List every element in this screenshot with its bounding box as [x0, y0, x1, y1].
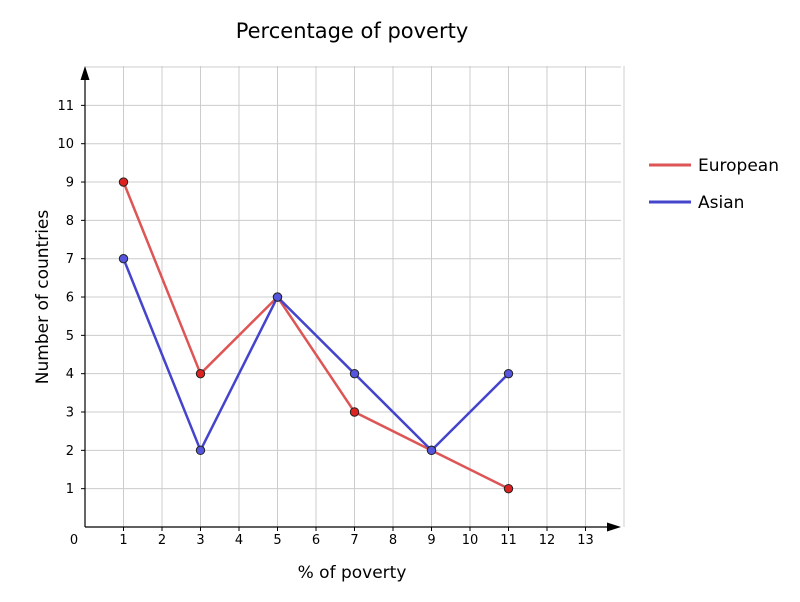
data-point-asian	[272, 292, 283, 302]
data-point-asian	[349, 368, 360, 379]
data-point-european	[503, 483, 514, 494]
x-tick-label: 2	[158, 533, 166, 548]
axes	[80, 66, 621, 532]
series-line-asian	[122, 258, 510, 452]
data-point-european	[195, 368, 206, 379]
x-tick-label: 8	[389, 533, 397, 548]
data-point-european	[118, 177, 129, 187]
y-tick-label: 10	[57, 137, 74, 152]
y-axis-label: Number of countries	[33, 210, 53, 385]
series-line-european	[122, 181, 510, 490]
y-tick-label: 6	[66, 291, 74, 306]
legend-label-asian: Asian	[698, 193, 744, 213]
y-tick-label: 8	[66, 214, 74, 229]
x-tick-label: 10	[462, 533, 479, 548]
series-layer	[118, 177, 514, 494]
legend-label-european: European	[698, 156, 779, 176]
x-tick-label: 1	[119, 533, 127, 548]
y-tick-label: 4	[66, 367, 74, 382]
y-tick-label: 9	[66, 176, 74, 191]
origin-tick-label: 0	[70, 533, 78, 548]
x-axis-arrow	[607, 522, 621, 532]
x-axis-label: % of poverty	[298, 563, 407, 583]
x-tick-label: 12	[539, 533, 556, 548]
x-tick-label: 7	[350, 533, 358, 548]
series-markers	[118, 177, 514, 494]
x-tick-label: 13	[577, 533, 594, 548]
data-point-asian	[426, 445, 437, 456]
x-tick-label: 6	[312, 533, 320, 548]
y-tick-labels: 1 2 3 4 5 6 7 8 9 10 11	[57, 99, 74, 497]
data-point-asian	[503, 368, 514, 379]
x-tick-label: 9	[427, 533, 435, 548]
y-axis-arrow	[80, 66, 90, 80]
x-tick-label: 11	[500, 533, 517, 548]
x-tick-label: 4	[235, 533, 243, 548]
y-tick-label: 11	[57, 99, 74, 114]
chart-title: Percentage of poverty	[236, 19, 469, 43]
y-tick-label: 2	[66, 444, 74, 459]
y-tick-label: 3	[66, 406, 74, 421]
data-point-asian	[195, 445, 206, 456]
data-point-european	[349, 407, 360, 417]
y-tick-label: 7	[66, 252, 74, 267]
y-tick-label: 1	[66, 482, 74, 497]
data-point-asian	[118, 253, 129, 264]
legend: European Asian	[649, 156, 779, 213]
x-tick-labels: 1 2 3 4 5 6 7 8 9 10 11 12 13	[119, 533, 593, 548]
y-tick-label: 5	[66, 329, 74, 344]
series-lines	[122, 181, 510, 490]
grid	[85, 66, 625, 527]
x-tick-label: 5	[273, 533, 281, 548]
x-tick-label: 3	[196, 533, 204, 548]
